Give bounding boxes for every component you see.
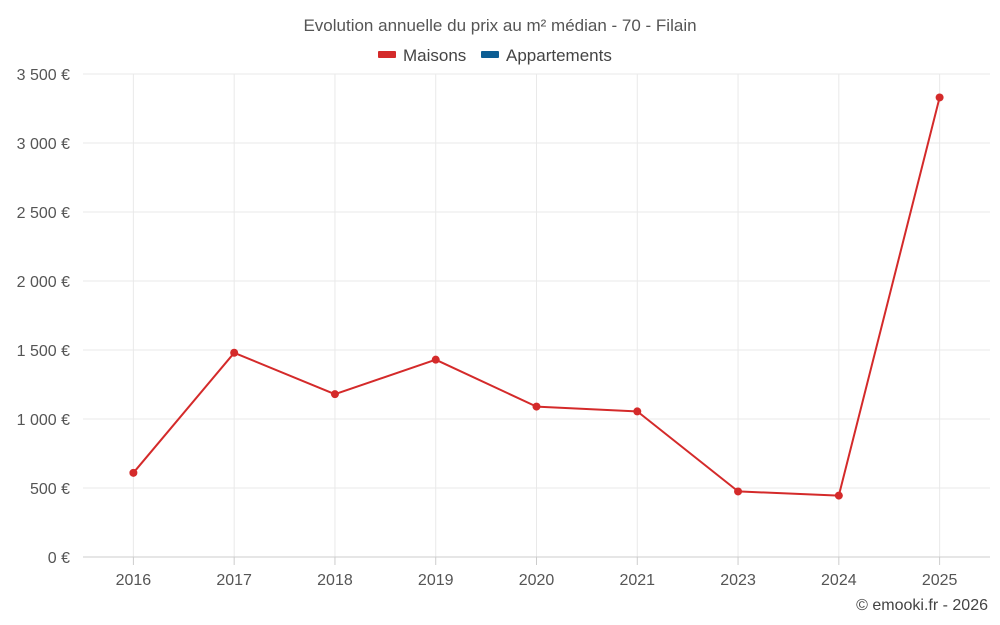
legend-label-maisons[interactable]: Maisons	[403, 46, 466, 65]
legend-swatch-appartements[interactable]	[481, 51, 499, 58]
data-point-maisons-2019[interactable]	[431, 355, 440, 364]
y-tick-label: 1 000 €	[17, 412, 70, 429]
series-maisons	[129, 93, 944, 500]
x-axis: 2016 2017 2018 2019 2020 2021 2023 2024 2025	[83, 556, 990, 589]
x-tick-label: 2023	[720, 572, 756, 589]
legend-label-appartements[interactable]: Appartements	[506, 46, 612, 65]
data-point-maisons-2023[interactable]	[734, 487, 743, 496]
x-tick-label: 2016	[116, 572, 152, 589]
chart-title: Evolution annuelle du prix au m² médian …	[303, 16, 696, 35]
legend-swatch-maisons[interactable]	[378, 51, 396, 58]
x-tick-label: 2019	[418, 572, 454, 589]
legend: Maisons Appartements	[378, 46, 612, 65]
y-tick-label: 0 €	[48, 550, 70, 567]
y-tick-label: 3 000 €	[17, 136, 70, 153]
y-tick-label: 2 500 €	[17, 205, 70, 222]
data-point-maisons-2025[interactable]	[935, 93, 944, 102]
x-tick-label: 2021	[619, 572, 655, 589]
data-point-maisons-2024[interactable]	[834, 491, 843, 500]
data-point-maisons-2018[interactable]	[330, 390, 339, 399]
y-tick-label: 3 500 €	[17, 67, 70, 84]
y-tick-label: 1 500 €	[17, 343, 70, 360]
y-tick-label: 2 000 €	[17, 274, 70, 291]
y-tick-label: 500 €	[30, 481, 70, 498]
x-tick-label: 2020	[519, 572, 555, 589]
data-point-maisons-2016[interactable]	[129, 468, 138, 477]
data-point-maisons-2020[interactable]	[532, 402, 541, 411]
data-point-maisons-2017[interactable]	[230, 348, 239, 357]
x-tick-label: 2024	[821, 572, 857, 589]
x-tick-label: 2018	[317, 572, 353, 589]
y-axis: 0 € 500 € 1 000 € 1 500 € 2 000 € 2 500 € 3 00…	[17, 67, 70, 567]
data-point-maisons-2021[interactable]	[633, 407, 642, 416]
credit-text: © emooki.fr - 2026	[856, 597, 988, 614]
x-tick-label: 2025	[922, 572, 958, 589]
grid	[83, 73, 990, 557]
x-tick-label: 2017	[216, 572, 252, 589]
